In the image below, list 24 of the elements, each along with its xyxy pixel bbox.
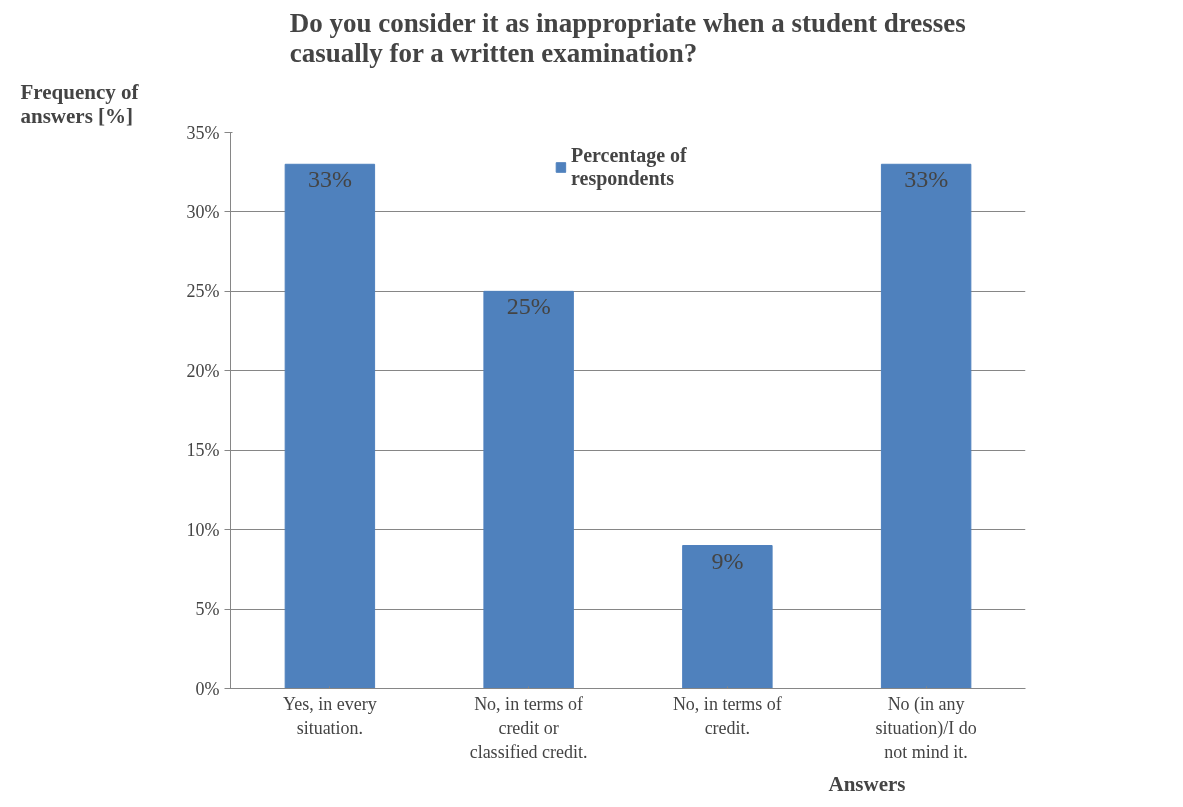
y-tick-label: 25%	[186, 281, 220, 302]
y-axis-title: Frequency of answers [%]	[20, 79, 140, 128]
x-tick-label: No, in terms of credit.	[672, 693, 782, 738]
y-tick-label: 15%	[186, 440, 220, 461]
x-axis-title: Answers	[828, 771, 906, 796]
y-tick-label: 20%	[186, 360, 220, 381]
y-tick-label: 0%	[195, 678, 220, 699]
y-tick-label: 30%	[186, 201, 220, 222]
y-tick-label: 5%	[195, 599, 220, 620]
bar	[284, 163, 376, 689]
chart-title: Do you consider it as inappropriate when a student dresses casually for a written examination?	[289, 7, 966, 68]
data-label: 9%	[711, 547, 744, 574]
x-tick-label: Yes, in every situation.	[283, 693, 377, 738]
x-tick-label: No (in any situation)/I do not mind it.	[875, 693, 977, 762]
x-tick-label: No, in terms of credit or classified credit.	[469, 693, 588, 762]
y-tick-label: 35%	[186, 122, 220, 143]
bar	[483, 290, 574, 689]
y-tick-label: 10%	[186, 519, 220, 540]
legend-label: Percentage of respondents	[571, 144, 688, 190]
data-label: 33%	[904, 166, 949, 193]
bar	[880, 163, 972, 689]
data-label: 25%	[506, 293, 551, 320]
data-label: 33%	[307, 166, 352, 193]
bar	[682, 545, 773, 689]
